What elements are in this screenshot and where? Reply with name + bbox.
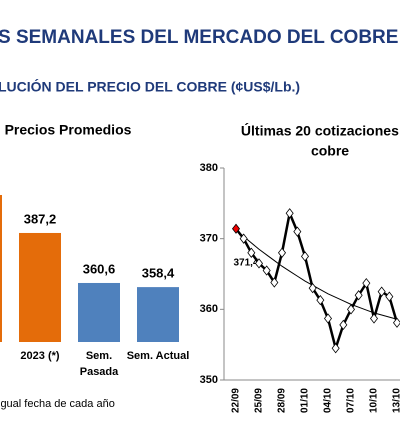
point-marker bbox=[285, 208, 294, 219]
x-tick-label: 04/10 bbox=[323, 388, 334, 413]
point-marker bbox=[239, 233, 248, 244]
x-tick-label: 2023 (*) bbox=[20, 350, 59, 362]
point-marker bbox=[339, 319, 348, 331]
footnote: igual fecha de cada año bbox=[0, 398, 115, 410]
x-tick-label: Sem. bbox=[86, 350, 112, 362]
point-marker bbox=[346, 304, 356, 315]
point-marker bbox=[270, 277, 279, 288]
x-tick-label: 07/10 bbox=[346, 388, 357, 413]
point-marker bbox=[262, 265, 271, 276]
x-tick-label: Pasada bbox=[80, 366, 119, 378]
bar bbox=[137, 287, 179, 342]
x-tick-label: 13/10 bbox=[392, 388, 400, 413]
chart-title: Últimas 20 cotizaciones de bbox=[241, 122, 400, 139]
x-tick-label: 28/09 bbox=[277, 388, 288, 413]
point-marker bbox=[369, 313, 379, 324]
value-label: 371,4 bbox=[233, 257, 258, 268]
x-tick-label: 22/09 bbox=[231, 388, 242, 413]
point-marker bbox=[247, 247, 256, 258]
y-tick-label: 360 bbox=[200, 303, 218, 315]
point-marker bbox=[331, 343, 340, 354]
point-marker bbox=[293, 226, 302, 237]
point-marker bbox=[231, 223, 241, 234]
point-marker bbox=[385, 291, 394, 302]
value-label: 358,4 bbox=[142, 266, 175, 281]
x-tick-label: 01/10 bbox=[300, 388, 311, 413]
slide-subtitle: LUCIÓN DEL PRECIO DEL COBRE (¢US$/Lb.) bbox=[0, 78, 300, 95]
point-marker bbox=[377, 286, 386, 297]
y-tick-label: 380 bbox=[200, 162, 218, 174]
point-marker bbox=[300, 251, 310, 262]
point-marker bbox=[316, 294, 325, 306]
y-tick-label: 370 bbox=[200, 233, 218, 245]
x-tick-label: 10/10 bbox=[369, 388, 380, 413]
point-marker bbox=[354, 290, 363, 301]
point-marker bbox=[308, 282, 317, 294]
x-tick-label: Sem. Actual bbox=[127, 350, 190, 362]
point-marker bbox=[323, 313, 333, 324]
bar bbox=[78, 282, 120, 342]
point-marker bbox=[277, 247, 287, 258]
point-marker bbox=[254, 258, 264, 269]
bar bbox=[19, 232, 61, 342]
slide-title: S SEMANALES DEL MERCADO DEL COBRE bbox=[0, 27, 398, 48]
bar bbox=[0, 195, 2, 342]
value-label: 387,2 bbox=[24, 211, 57, 226]
point-marker bbox=[362, 278, 371, 289]
x-tick-label: 25/09 bbox=[254, 388, 265, 413]
price-line bbox=[235, 208, 399, 353]
point-marker bbox=[392, 317, 400, 328]
chart-title: Precios Promedios bbox=[5, 122, 132, 138]
y-tick-label: 350 bbox=[200, 374, 218, 386]
trend-line bbox=[235, 229, 398, 320]
chart-title: cobre bbox=[311, 143, 349, 159]
value-label: 360,6 bbox=[83, 261, 116, 276]
